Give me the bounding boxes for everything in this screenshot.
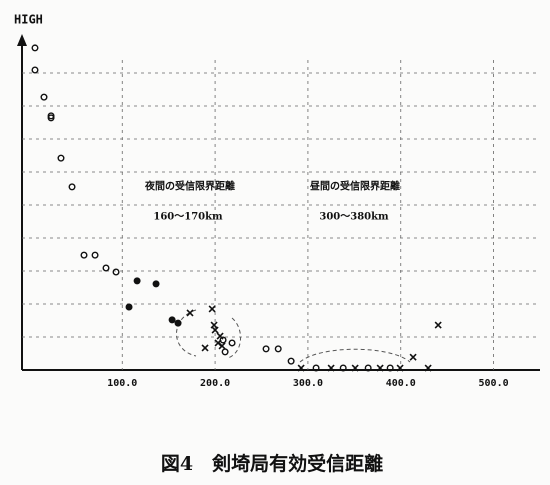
point (262, 345, 270, 353)
annotation: 160〜170km (153, 212, 223, 223)
point (133, 277, 141, 285)
point (434, 321, 442, 329)
point (386, 364, 394, 372)
x-tick-label: 100.0 (107, 378, 137, 389)
point (424, 364, 432, 372)
point (297, 364, 305, 372)
point (218, 342, 226, 350)
point (327, 364, 335, 372)
y-axis-label: HIGH (14, 13, 43, 27)
annotation: 300〜380km (319, 212, 389, 223)
point (409, 353, 417, 361)
point (112, 268, 120, 276)
point (274, 345, 282, 353)
point (31, 44, 39, 52)
annotation: 昼間の受信限界距離 (310, 180, 400, 193)
point (287, 357, 295, 365)
point (91, 251, 99, 259)
point (152, 280, 160, 288)
point (201, 344, 209, 352)
point (211, 326, 219, 334)
point (57, 154, 65, 162)
point (351, 364, 359, 372)
point (376, 364, 384, 372)
point (186, 309, 194, 317)
point (40, 93, 48, 101)
point (216, 332, 224, 340)
x-tick-label: 400.0 (386, 378, 416, 389)
point (396, 364, 404, 372)
point (228, 339, 236, 347)
point (312, 364, 320, 372)
point (125, 303, 133, 311)
point (31, 66, 39, 74)
day-range-bracket (299, 348, 411, 363)
point (221, 348, 229, 356)
point (339, 364, 347, 372)
point (208, 305, 216, 313)
point (102, 264, 110, 272)
point (174, 319, 182, 327)
x-tick-label: 500.0 (479, 378, 509, 389)
point (47, 114, 55, 122)
annotation: 夜間の受信限界距離 (144, 180, 235, 193)
y-axis-arrow (17, 34, 27, 46)
x-tick-label: 300.0 (293, 378, 323, 389)
point (364, 364, 372, 372)
point (68, 183, 76, 191)
point (168, 316, 176, 324)
point (80, 251, 88, 259)
x-tick-label: 200.0 (200, 378, 230, 389)
caption: 図4 剣埼局有効受信距離 (161, 452, 383, 475)
